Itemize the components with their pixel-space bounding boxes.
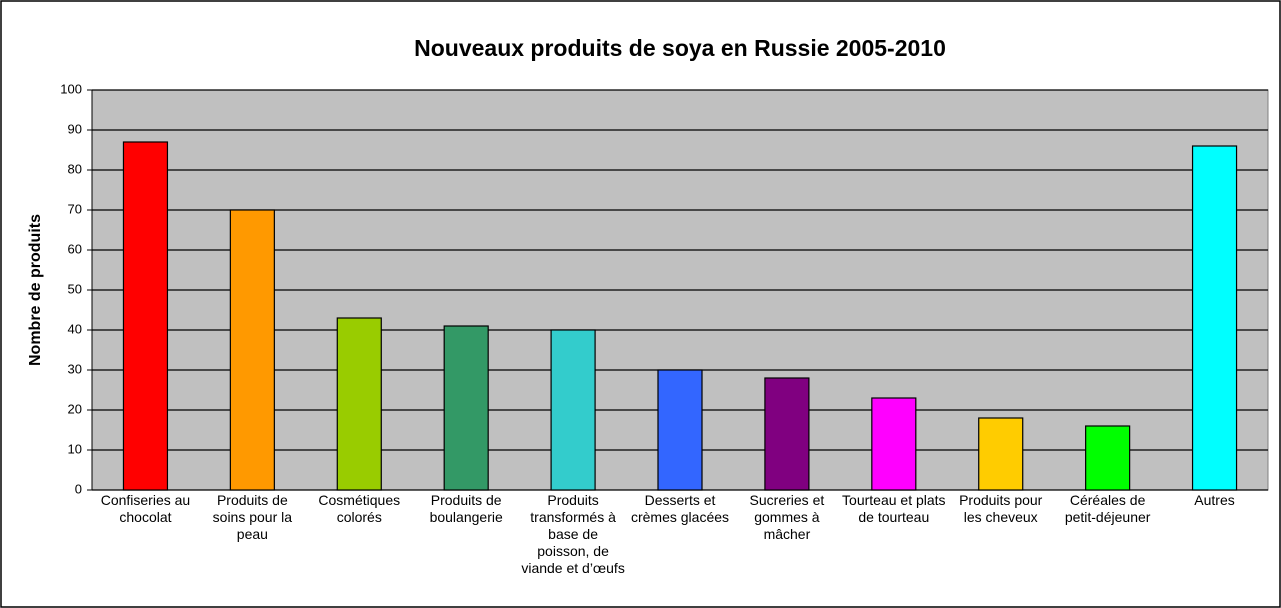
x-tick-label: Cosmétiques colorés (318, 492, 401, 525)
x-tick-label: Sucreries et gommes à mâcher (749, 492, 825, 542)
x-tick-label: Produits de soins pour la peau (212, 492, 293, 542)
y-tick-label: 20 (68, 401, 82, 416)
y-tick-label: 80 (68, 161, 82, 176)
y-tick-label: 40 (68, 321, 82, 336)
bar (122, 141, 169, 491)
bar (657, 369, 703, 491)
bar (978, 417, 1024, 491)
y-tick-label: 30 (68, 361, 82, 376)
y-tick-label: 70 (68, 201, 82, 216)
bar (1085, 425, 1131, 491)
bar (229, 209, 275, 491)
bar (443, 325, 489, 491)
x-tick-label: Tourteau et plats de tourteau (842, 492, 946, 525)
y-tick-label: 0 (75, 481, 82, 496)
y-tick-label: 10 (68, 441, 82, 456)
bar (871, 397, 917, 491)
y-tick-label: 100 (60, 81, 82, 96)
x-tick-label: Produits transformés à base de poisson, … (521, 492, 625, 576)
x-tick-label: Desserts et crèmes glacées (630, 492, 730, 525)
bar (764, 377, 810, 491)
x-tick-label: Autres (1194, 492, 1235, 508)
chart-title: Nouveaux produits de soya en Russie 2005… (414, 35, 946, 61)
x-tick-label: Confiseries au chocolat (100, 492, 191, 525)
y-tick-label: 90 (68, 121, 82, 136)
y-tick-label: 60 (68, 241, 82, 256)
y-tick-label: 50 (68, 281, 82, 296)
x-tick-label: Produits de boulangerie (429, 492, 503, 525)
bar (550, 329, 596, 491)
bar (336, 317, 382, 491)
y-axis-label: Nombre de produits (27, 214, 44, 366)
bar (1191, 145, 1238, 491)
x-tick-label: Produits pour les cheveux (959, 492, 1043, 525)
x-tick-label: Céréales de petit-déjeuner (1064, 492, 1151, 525)
